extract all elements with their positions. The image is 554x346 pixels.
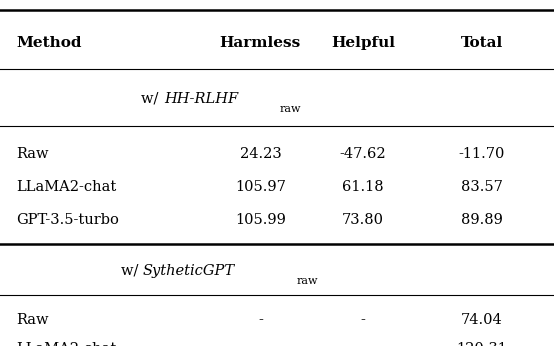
- Text: 105.99: 105.99: [235, 213, 286, 227]
- Text: 105.97: 105.97: [235, 180, 286, 194]
- Text: -: -: [258, 313, 263, 327]
- Text: w/: w/: [121, 264, 143, 277]
- Text: Method: Method: [17, 36, 82, 50]
- Text: -: -: [361, 313, 365, 327]
- Text: GPT-3.5-turbo: GPT-3.5-turbo: [17, 213, 120, 227]
- Text: SytheticGPT: SytheticGPT: [143, 264, 235, 277]
- Text: raw: raw: [280, 104, 301, 114]
- Text: 74.04: 74.04: [461, 313, 503, 327]
- Text: 61.18: 61.18: [342, 180, 384, 194]
- Text: LLaMA2-chat: LLaMA2-chat: [17, 343, 117, 346]
- Text: -11.70: -11.70: [459, 147, 505, 161]
- Text: Helpful: Helpful: [331, 36, 395, 50]
- Text: -: -: [258, 343, 263, 346]
- Text: 120.31: 120.31: [456, 343, 507, 346]
- Text: 24.23: 24.23: [239, 147, 281, 161]
- Text: 89.89: 89.89: [461, 213, 503, 227]
- Text: 73.80: 73.80: [342, 213, 384, 227]
- Text: Raw: Raw: [17, 313, 49, 327]
- Text: 83.57: 83.57: [461, 180, 503, 194]
- Text: Raw: Raw: [17, 147, 49, 161]
- Text: Total: Total: [461, 36, 503, 50]
- Text: LLaMA2-chat: LLaMA2-chat: [17, 180, 117, 194]
- Text: -: -: [361, 343, 365, 346]
- Text: HH-RLHF: HH-RLHF: [164, 92, 238, 106]
- Text: Harmless: Harmless: [220, 36, 301, 50]
- Text: raw: raw: [296, 276, 318, 286]
- Text: -47.62: -47.62: [340, 147, 386, 161]
- Text: w/: w/: [141, 92, 163, 106]
